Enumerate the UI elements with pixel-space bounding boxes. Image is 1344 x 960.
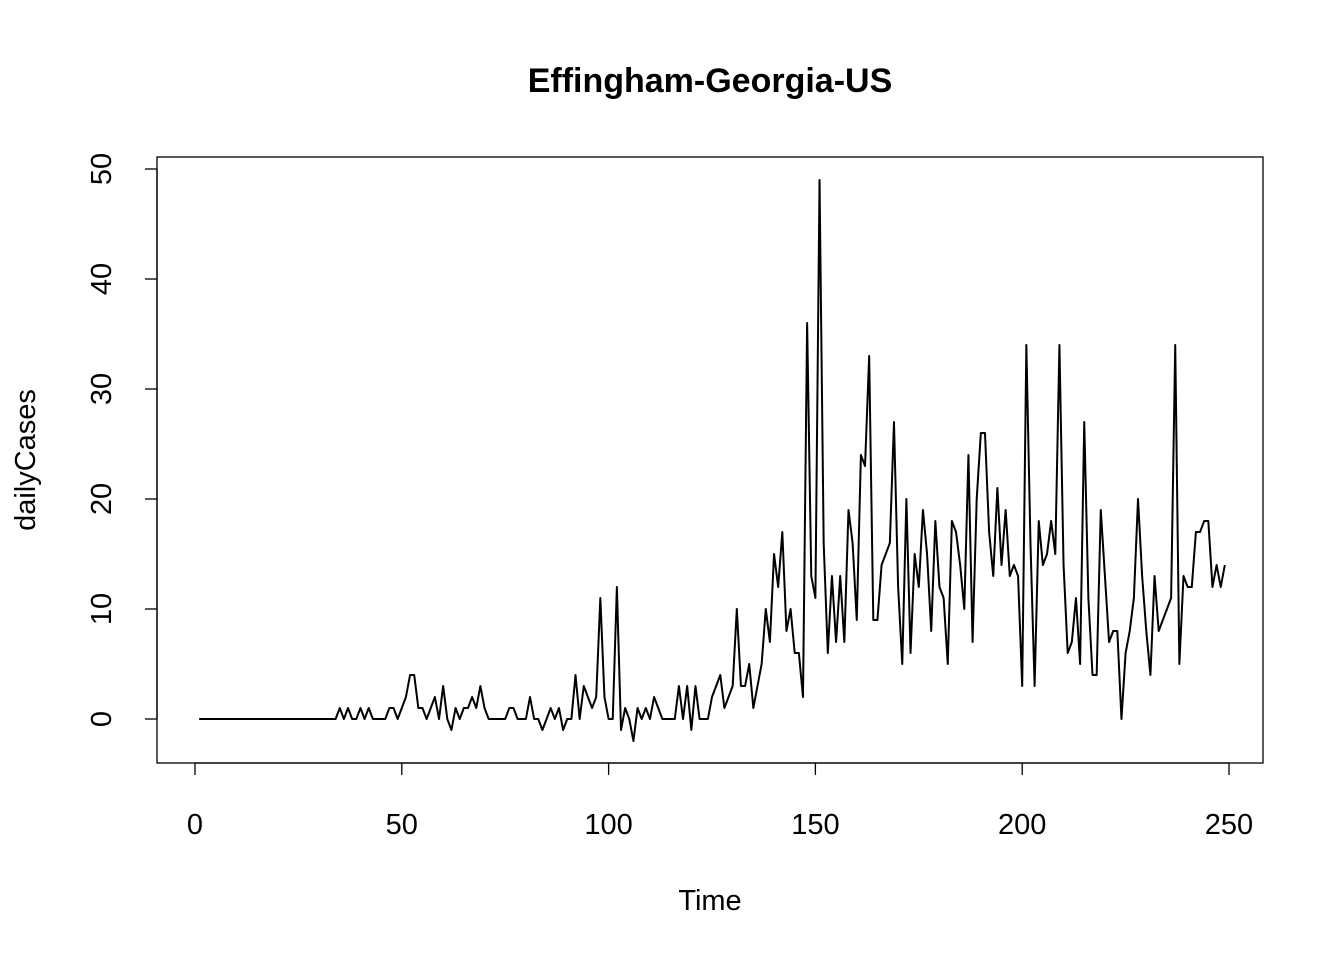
- y-axis: 0 10 20 30 40 50: [86, 153, 158, 727]
- x-tick-label: 100: [584, 809, 632, 841]
- x-tick-label: 0: [187, 809, 203, 841]
- y-tick-label: 40: [86, 263, 118, 295]
- x-axis: 0 50 100 150 200 250: [187, 762, 1253, 841]
- y-tick-label: 50: [86, 153, 118, 185]
- chart-title: Effingham-Georgia-US: [528, 62, 893, 100]
- x-tick-label: 150: [791, 809, 839, 841]
- x-tick-label: 200: [998, 809, 1046, 841]
- y-tick-label: 20: [86, 483, 118, 515]
- y-axis-label: dailyCases: [10, 389, 42, 531]
- x-tick-label: 50: [386, 809, 418, 841]
- x-axis-label: Time: [678, 885, 741, 917]
- y-tick-label: 10: [86, 593, 118, 625]
- y-tick-label: 0: [86, 711, 118, 727]
- x-tick-label: 250: [1205, 809, 1253, 841]
- daily-cases-line: [199, 179, 1226, 742]
- y-tick-label: 30: [86, 373, 118, 405]
